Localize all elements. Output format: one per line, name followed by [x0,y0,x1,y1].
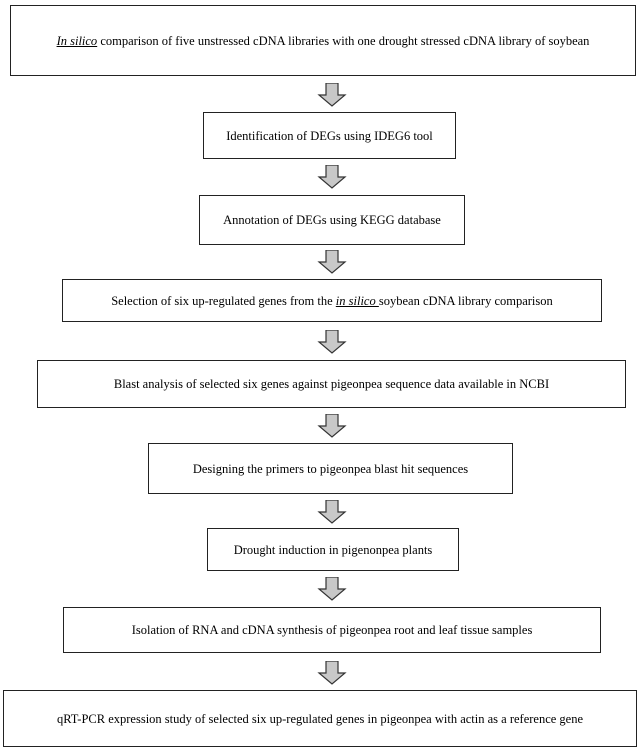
flow-step-4-text: Selection of six up-regulated genes from… [111,292,553,310]
flow-step-2-text: Identification of DEGs using IDEG6 tool [226,128,433,143]
flow-step-8: Isolation of RNA and cDNA synthesis of p… [63,607,601,653]
flow-step-2: Identification of DEGs using IDEG6 tool [203,112,456,159]
flow-step-6: Designing the primers to pigeonpea blast… [148,443,513,494]
down-arrow-icon [317,661,347,685]
flow-step-1-text: In silico comparison of five unstressed … [57,32,590,50]
flow-step-3: Annotation of DEGs using KEGG database [199,195,465,245]
flow-step-4: Selection of six up-regulated genes from… [62,279,602,322]
flow-step-8-text: Isolation of RNA and cDNA synthesis of p… [131,623,533,637]
flow-step-4-emphasis: in silico [335,293,379,308]
flow-step-1: In silico comparison of five unstressed … [10,5,636,76]
flow-step-1-rest: comparison of five unstressed cDNA libra… [97,33,590,48]
down-arrow-icon [317,330,347,354]
flow-step-4-pre: Selection of six up-regulated genes from… [111,293,336,308]
flow-step-9: qRT-PCR expression study of selected six… [3,690,637,747]
flow-step-7: Drought induction in pigenonpea plants [207,528,459,571]
down-arrow-icon [317,250,347,274]
flow-step-1-emphasis: In silico [56,33,98,48]
flow-step-4-post: soybean cDNA library comparison [378,293,553,308]
flow-step-7-text: Drought induction in pigenonpea plants [233,542,433,557]
flow-step-3-text: Annotation of DEGs using KEGG database [223,213,441,227]
down-arrow-icon [317,414,347,438]
down-arrow-icon [317,165,347,189]
flow-step-5-text: Blast analysis of selected six genes aga… [113,377,550,391]
down-arrow-icon [317,577,347,601]
down-arrow-icon [317,83,347,107]
flow-step-9-text: qRT-PCR expression study of selected six… [56,711,584,726]
flow-step-6-text: Designing the primers to pigeonpea blast… [192,461,469,476]
down-arrow-icon [317,500,347,524]
flow-step-5: Blast analysis of selected six genes aga… [37,360,626,408]
